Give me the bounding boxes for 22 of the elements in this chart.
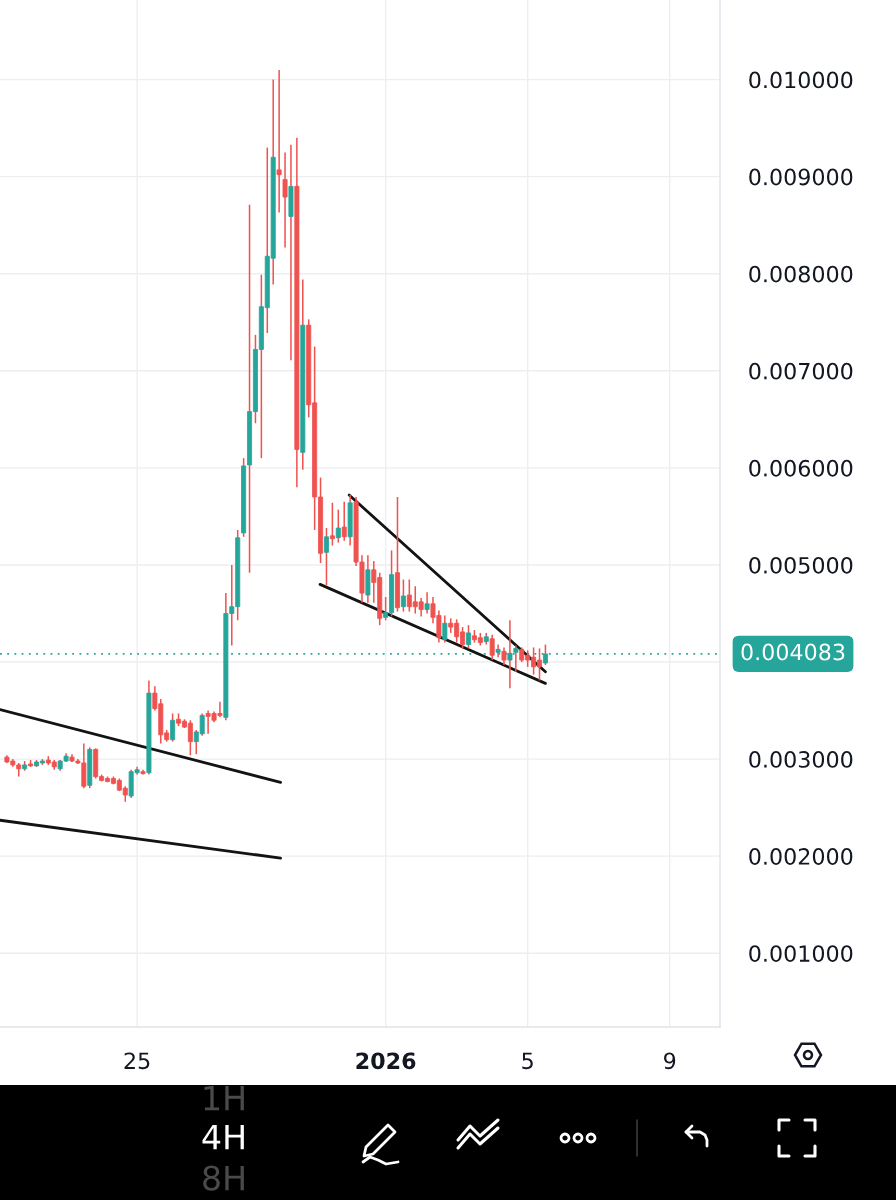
y-tick-label: 0.008000: [749, 265, 853, 283]
y-tick-label: 0.010000: [749, 71, 853, 89]
candlestick: [276, 69, 282, 214]
y-tick-label: 0.009000: [749, 168, 853, 186]
ref-line-label: 0.004083: [741, 643, 845, 661]
x-tick-label: 2026: [356, 1052, 416, 1070]
candlestick: [282, 151, 288, 249]
x-tick-label: 9: [664, 1052, 676, 1070]
text: 4H: [202, 1124, 244, 1150]
y-tick-label: 0.007000: [749, 362, 853, 380]
x-tick-label: 25: [124, 1052, 150, 1070]
text: 1H: [204, 1085, 244, 1111]
candlestick: [489, 634, 495, 661]
text: 8H: [203, 1165, 244, 1191]
x-tick-label: 5: [522, 1052, 533, 1070]
y-tick-label: 0.001000: [749, 945, 853, 962]
candlestick: [329, 502, 335, 547]
y-tick-label: 0.006000: [749, 459, 853, 477]
candlestick: [341, 501, 347, 542]
y-tick-label: 0.002000: [749, 848, 853, 865]
y-tick-label: 0.003000: [749, 751, 853, 768]
y-tick-label: 0.005000: [749, 556, 853, 574]
